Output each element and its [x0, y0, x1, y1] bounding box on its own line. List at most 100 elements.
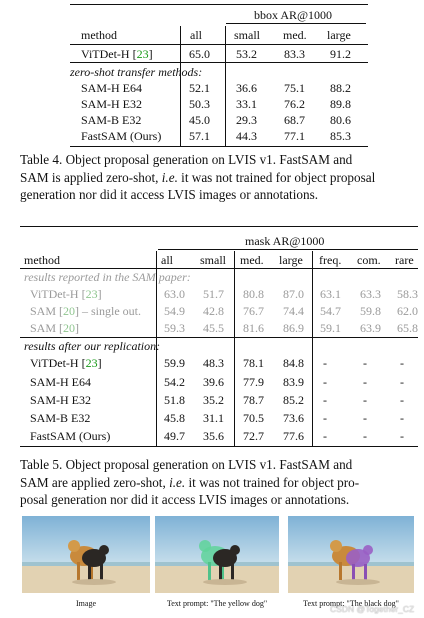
table4-row-method: FastSAM (Ours) [81, 129, 162, 143]
table5-s2-value: 54.2 [164, 375, 185, 389]
figure-image-black-dog [288, 516, 414, 593]
table5-s2-row-method: SAM-H E64 [30, 375, 92, 389]
table5-col-all: all [161, 253, 173, 267]
table5-vline-method [156, 251, 157, 446]
table4-top-rule [70, 4, 368, 5]
table5-col-method: method [24, 253, 60, 267]
table5-s1-value: 54.7 [320, 304, 341, 318]
table4-vline-method [180, 26, 181, 146]
table5-s1-value: 59.8 [360, 304, 381, 318]
table5-s1-value: 54.9 [164, 304, 185, 318]
table5-s2-value: - [323, 375, 327, 389]
table5-s2-value: 70.5 [243, 411, 264, 425]
table5-col-freq: freq. [319, 253, 342, 267]
table5-s2-value: - [323, 356, 327, 370]
table5-header-rule [20, 268, 418, 269]
table5-s2-value: 35.2 [203, 393, 224, 407]
table5-s2-value: 83.9 [283, 375, 304, 389]
yellow-dog-mask-image [155, 516, 279, 593]
table4-col-med: med. [283, 28, 307, 42]
table5-s2-value: - [363, 356, 367, 370]
table5-s1-value: 59.3 [164, 321, 185, 335]
table5-s2-value: 78.7 [243, 393, 264, 407]
table5-s1-value: 76.7 [243, 304, 264, 318]
table5-s1-row-method: SAM [20] [30, 321, 80, 335]
table4-col-large: large [327, 28, 351, 42]
figure-image-yellow-dog [155, 516, 279, 593]
table5-s1-row-method: SAM [20] – single out. [30, 304, 142, 318]
table4-row-method: SAM-B E32 [81, 113, 142, 127]
table5-s1-value: 59.1 [320, 321, 341, 335]
table5-top-rule [20, 226, 418, 227]
table5-group-rule [158, 249, 418, 250]
table4-group-header: bbox AR@1000 [254, 8, 333, 22]
table5-s2-value: 51.8 [164, 393, 185, 407]
table4-row-value: 75.1 [284, 81, 305, 95]
table5-s2-value: 39.6 [203, 375, 224, 389]
table5-s2-value: 77.9 [243, 375, 264, 389]
table4-row-value: 68.7 [284, 113, 305, 127]
table5-s1-row-method: ViTDet-H [23] [30, 287, 102, 301]
table4-baseline-method: ViTDet-H [23] [81, 47, 153, 61]
table4-baseline-med: 83.3 [284, 47, 305, 61]
table5-s2-value: 73.6 [283, 411, 304, 425]
table5-s1-value: 81.6 [243, 321, 264, 335]
table5-s2-value: - [400, 375, 404, 389]
table5-s2-value: 48.3 [203, 356, 224, 370]
table5-s2-row-method: ViTDet-H [23] [30, 356, 102, 370]
table4-group-rule [226, 23, 366, 24]
table5-section1-label: results reported in the SAM paper: [24, 270, 191, 284]
table5-mid-rule [20, 337, 418, 338]
table5-col-med: med. [240, 253, 264, 267]
table4-mid-rule [70, 62, 368, 63]
table5-s1-value: 42.8 [203, 304, 224, 318]
table4-row-method: SAM-H E64 [81, 81, 143, 95]
table5-vline-small [234, 251, 235, 446]
table5-s2-value: 31.1 [203, 411, 224, 425]
table5-s2-value: - [323, 393, 327, 407]
table5-s1-value: 80.8 [243, 287, 264, 301]
table5-col-com: com. [357, 253, 381, 267]
table4-col-small: small [234, 28, 260, 42]
table4-header-rule [70, 44, 368, 45]
figure-label-yellow-dog: Text prompt: "The yellow dog" [166, 599, 268, 608]
table4-row-value: 76.2 [284, 97, 305, 111]
table5-s2-value: 35.6 [203, 429, 224, 443]
table5-caption: Table 5. Object proposal generation on L… [20, 457, 360, 507]
table5-s2-value: - [400, 393, 404, 407]
table5-s1-value: 51.7 [203, 287, 224, 301]
table5-s2-value: - [323, 411, 327, 425]
table4-bottom-rule [70, 146, 368, 147]
table4-row-value: 36.6 [236, 81, 257, 95]
table5-s2-value: - [323, 429, 327, 443]
table5-vline-large [312, 251, 313, 446]
table4-section-label: zero-shot transfer methods: [70, 65, 203, 79]
table5-s2-value: 59.9 [164, 356, 185, 370]
table4-row-value: 88.2 [330, 81, 351, 95]
table5-s2-value: - [400, 356, 404, 370]
table5-col-rare: rare [395, 253, 414, 267]
table5-s1-value: 63.1 [320, 287, 341, 301]
table5-s2-value: - [363, 411, 367, 425]
table5-s2-value: 49.7 [164, 429, 185, 443]
table5-s1-value: 62.0 [397, 304, 418, 318]
csdn-watermark: CSDN @Together_CZ [330, 604, 415, 614]
dogs-on-beach-image [22, 516, 150, 593]
table4-baseline-small: 53.2 [236, 47, 257, 61]
table4-row-value: 29.3 [236, 113, 257, 127]
table4-row-value: 44.3 [236, 129, 257, 143]
table5-s2-row-method: FastSAM (Ours) [30, 429, 111, 443]
table5-group-header: mask AR@1000 [245, 234, 325, 248]
table5-s2-value: 72.7 [243, 429, 264, 443]
figure-label-image: Image [76, 599, 96, 608]
table5-s1-value: 58.3 [397, 287, 418, 301]
table5-s1-value: 65.8 [397, 321, 418, 335]
table4-row-value: 33.1 [236, 97, 257, 111]
figure-image-original [22, 516, 150, 593]
table5-s2-value: - [363, 393, 367, 407]
table5-s1-value: 45.5 [203, 321, 224, 335]
table4-row-value: 80.6 [330, 113, 351, 127]
table5-s2-value: 84.8 [283, 356, 304, 370]
table5-s2-value: 77.6 [283, 429, 304, 443]
table4-row-value: 77.1 [284, 129, 305, 143]
